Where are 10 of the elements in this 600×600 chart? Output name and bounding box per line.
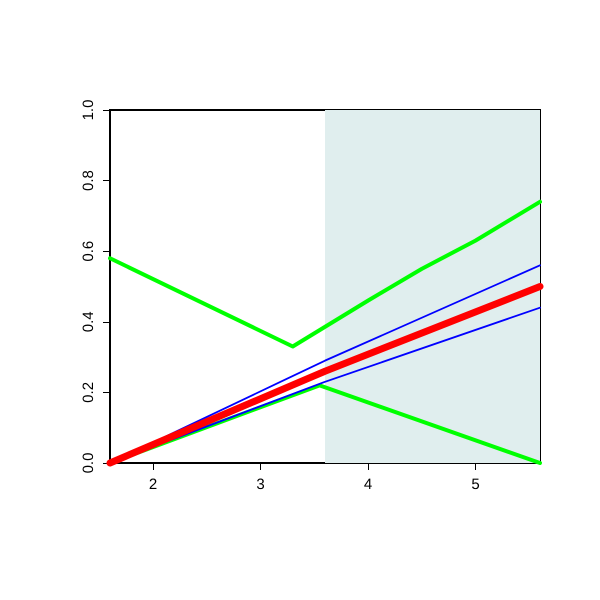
y-tick-label: 1.0 <box>80 100 97 120</box>
x-tick-label: 3 <box>256 476 265 493</box>
y-tick-label: 0.0 <box>80 452 97 474</box>
x-tick-label: 5 <box>471 476 480 493</box>
y-tick-label: 0.8 <box>80 170 97 192</box>
y-tick-label: 0.4 <box>80 311 97 332</box>
x-tick-label: 2 <box>148 476 158 493</box>
x-tick-label: 4 <box>364 476 372 493</box>
y-tick-label: 0.2 <box>80 382 97 403</box>
y-tick-label: 0.6 <box>80 240 97 262</box>
